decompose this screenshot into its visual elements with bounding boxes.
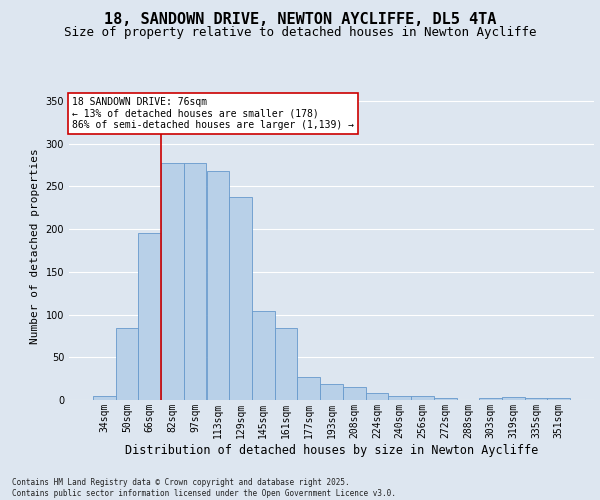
- Text: 18, SANDOWN DRIVE, NEWTON AYCLIFFE, DL5 4TA: 18, SANDOWN DRIVE, NEWTON AYCLIFFE, DL5 …: [104, 12, 496, 28]
- Text: Contains HM Land Registry data © Crown copyright and database right 2025.
Contai: Contains HM Land Registry data © Crown c…: [12, 478, 396, 498]
- Bar: [298, 377, 320, 400]
- Bar: [320, 384, 343, 400]
- Text: 18 SANDOWN DRIVE: 76sqm
← 13% of detached houses are smaller (178)
86% of semi-d: 18 SANDOWN DRIVE: 76sqm ← 13% of detache…: [71, 97, 353, 130]
- Text: Size of property relative to detached houses in Newton Aycliffe: Size of property relative to detached ho…: [64, 26, 536, 39]
- Bar: [388, 396, 411, 400]
- Bar: [184, 162, 206, 400]
- Bar: [93, 396, 116, 400]
- Bar: [229, 196, 252, 400]
- Bar: [139, 232, 161, 400]
- Bar: [434, 398, 457, 400]
- Bar: [161, 162, 184, 400]
- Bar: [275, 328, 298, 400]
- Bar: [411, 396, 434, 400]
- Bar: [206, 171, 229, 400]
- Y-axis label: Number of detached properties: Number of detached properties: [30, 148, 40, 344]
- Bar: [365, 393, 388, 400]
- X-axis label: Distribution of detached houses by size in Newton Aycliffe: Distribution of detached houses by size …: [125, 444, 538, 456]
- Bar: [116, 328, 139, 400]
- Bar: [343, 387, 365, 400]
- Bar: [524, 398, 547, 400]
- Bar: [479, 398, 502, 400]
- Bar: [502, 398, 524, 400]
- Bar: [547, 398, 570, 400]
- Bar: [252, 311, 275, 400]
